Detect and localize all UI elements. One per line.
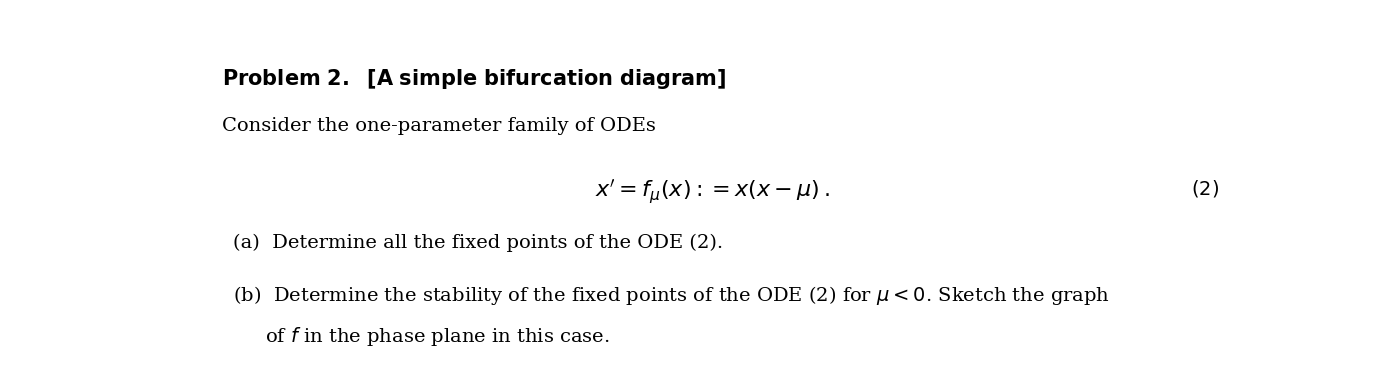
Text: (a)  Determine all the fixed points of the ODE (2).: (a) Determine all the fixed points of th…	[234, 234, 723, 252]
Text: of $f$ in the phase plane in this case.: of $f$ in the phase plane in this case.	[265, 326, 610, 349]
Text: $\bf{Problem\ 2.}$  $\bf{[A\ simple\ bifurcation\ diagram]}$: $\bf{Problem\ 2.}$ $\bf{[A\ simple\ bifu…	[222, 67, 727, 91]
Text: (b)  Determine the stability of the fixed points of the ODE (2) for $\mu < 0$. S: (b) Determine the stability of the fixed…	[234, 284, 1111, 307]
Text: $(2)$: $(2)$	[1191, 178, 1219, 199]
Text: Consider the one-parameter family of ODEs: Consider the one-parameter family of ODE…	[222, 117, 656, 135]
Text: $x' = f_{\mu}(x) := x(x - \mu)\,.$: $x' = f_{\mu}(x) := x(x - \mu)\,.$	[595, 178, 830, 206]
